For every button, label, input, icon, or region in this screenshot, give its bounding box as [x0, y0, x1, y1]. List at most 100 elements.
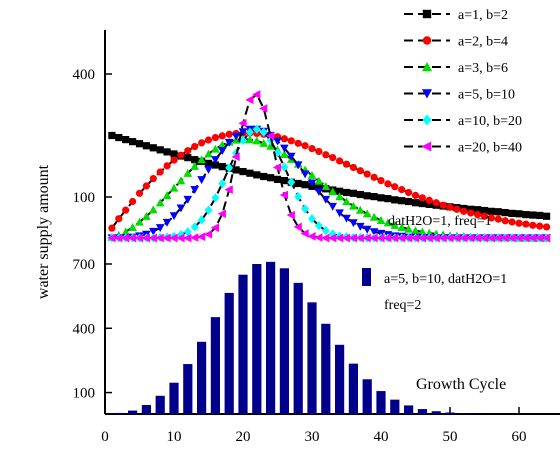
- series-marker: [107, 233, 116, 243]
- bar: [183, 364, 193, 414]
- series-marker: [493, 233, 502, 243]
- series-marker: [529, 221, 537, 229]
- series-marker: [369, 233, 378, 243]
- series-marker: [211, 156, 220, 165]
- series-marker: [259, 104, 268, 113]
- series-marker: [383, 218, 393, 227]
- series-marker: [418, 199, 426, 208]
- series-marker: [431, 233, 440, 243]
- series-marker: [355, 222, 365, 231]
- series-marker: [480, 212, 489, 220]
- series-marker: [218, 178, 227, 189]
- series-marker: [211, 161, 219, 169]
- series-marker: [129, 138, 137, 146]
- series-marker: [148, 233, 157, 243]
- series-marker: [321, 182, 331, 190]
- series-marker: [356, 190, 364, 199]
- series-marker: [245, 95, 254, 105]
- series-marker: [141, 233, 150, 243]
- series-marker: [341, 233, 351, 243]
- series-marker: [204, 205, 213, 215]
- series-marker: [376, 233, 385, 243]
- series-marker: [438, 233, 447, 243]
- bar: [445, 412, 455, 414]
- series-marker: [183, 227, 192, 237]
- legend-marker: [422, 114, 432, 126]
- series-marker: [342, 197, 351, 206]
- series-marker: [370, 192, 378, 201]
- series-marker: [335, 209, 344, 218]
- series-marker: [148, 227, 158, 236]
- series-marker: [190, 186, 200, 194]
- series-marker: [329, 154, 337, 162]
- series-marker: [355, 233, 364, 243]
- series-marker: [459, 233, 468, 243]
- legend-label-extra: freq=2: [384, 298, 421, 313]
- x-tick-label: 30: [305, 429, 320, 445]
- series-marker: [203, 229, 213, 239]
- series-marker: [405, 188, 413, 197]
- legend-marker: [422, 9, 432, 19]
- bar: [128, 410, 138, 414]
- series-marker: [507, 233, 516, 243]
- series-marker: [217, 209, 226, 219]
- x-tick-label: 0: [101, 429, 109, 445]
- series-marker: [252, 136, 262, 145]
- bar: [210, 317, 220, 414]
- series-marker: [155, 233, 164, 243]
- series-marker: [211, 133, 219, 142]
- bar: [404, 405, 414, 414]
- series-marker: [183, 168, 193, 177]
- series-marker: [410, 233, 420, 243]
- series-marker: [515, 210, 523, 218]
- series-marker: [486, 233, 495, 243]
- series-marker: [425, 200, 433, 208]
- top-panel-series: [107, 90, 551, 243]
- bottom-panel-note: Growth Cycle: [416, 376, 506, 393]
- series-marker: [501, 217, 509, 225]
- series-marker: [362, 233, 371, 243]
- series-marker: [308, 145, 316, 153]
- series-marker: [231, 132, 241, 141]
- series-marker: [480, 206, 489, 215]
- series-marker: [259, 138, 269, 147]
- series-marker: [121, 233, 130, 243]
- series-marker: [127, 233, 137, 243]
- series-marker: [487, 207, 495, 215]
- series-marker: [197, 215, 206, 225]
- series-marker: [190, 161, 200, 170]
- series-marker: [142, 142, 150, 150]
- series-marker: [198, 139, 206, 147]
- legend-swatch: [362, 268, 371, 286]
- series-marker: [294, 191, 303, 202]
- legend-label: a=2, b=4: [458, 35, 508, 50]
- series-marker: [204, 165, 213, 174]
- x-tick-label: 40: [374, 429, 389, 445]
- series-marker: [369, 212, 379, 221]
- series-marker: [307, 179, 317, 188]
- series-marker: [390, 220, 400, 229]
- series-marker: [541, 233, 551, 243]
- y-tick-label: 700: [73, 257, 96, 273]
- series-marker: [384, 195, 392, 203]
- series-marker: [528, 233, 537, 243]
- series-marker: [279, 190, 288, 200]
- series-marker: [391, 183, 399, 191]
- y-tick-label: 100: [73, 386, 96, 402]
- series-marker: [273, 175, 282, 183]
- legend-marker: [421, 89, 433, 99]
- series-marker: [225, 163, 234, 173]
- series-marker: [293, 161, 303, 170]
- series-marker: [224, 185, 233, 194]
- series-marker: [169, 183, 179, 192]
- series-marker: [293, 222, 302, 232]
- series-marker: [134, 233, 144, 243]
- series-marker: [328, 202, 338, 211]
- series-marker: [398, 186, 406, 194]
- series-marker: [155, 224, 165, 233]
- bar: [376, 391, 386, 414]
- series-marker: [307, 170, 317, 179]
- series-marker: [121, 227, 131, 236]
- bottom-panel-legend: a=5, b=10, datH2O=1 freq=2: [362, 268, 507, 313]
